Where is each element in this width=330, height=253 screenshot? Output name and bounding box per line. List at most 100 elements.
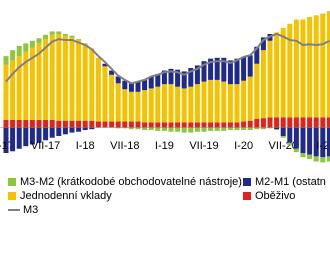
bar-segment — [181, 127, 187, 133]
bar-segment — [49, 119, 55, 128]
bar-segment — [300, 127, 306, 153]
bar-segment — [3, 64, 9, 120]
bar-segment — [135, 91, 141, 122]
bar-segment — [155, 127, 161, 131]
bar-segment — [300, 19, 306, 118]
bar-segment — [293, 117, 299, 128]
line-series — [5, 32, 330, 85]
bar-segment — [320, 117, 326, 128]
bar-segment — [287, 127, 293, 143]
x-tick-label: VII-18 — [110, 140, 139, 152]
bar-segment — [320, 127, 326, 158]
bar-segment — [3, 56, 9, 65]
bar-segment — [142, 122, 148, 128]
bar-segment — [69, 127, 75, 133]
bar-segment — [36, 119, 42, 128]
bar-segment — [43, 39, 49, 120]
legend-label: M2-M1 (ostatn — [255, 176, 326, 188]
bar-segment — [135, 81, 141, 92]
bar-segment — [62, 35, 68, 121]
bar-segment — [326, 127, 330, 157]
bar-segment — [221, 127, 227, 131]
bar-segment — [10, 127, 16, 152]
bar-segment — [260, 118, 266, 128]
bar-segment — [320, 157, 326, 163]
bar-segment — [82, 120, 88, 128]
bar-segment — [122, 127, 128, 129]
bar-segment — [280, 136, 286, 138]
x-tick-label: VII-17 — [31, 140, 60, 152]
bar-segment — [326, 156, 330, 162]
bar-segment — [188, 68, 194, 87]
bar-segment — [254, 119, 260, 128]
bar-segment — [287, 23, 293, 118]
bar-segment — [293, 148, 299, 153]
legend-swatch — [8, 178, 16, 186]
bar-segment — [109, 74, 115, 122]
legend-swatch — [243, 192, 251, 200]
bar-segment — [181, 71, 187, 89]
bar-segment — [49, 34, 55, 120]
bar-segment — [313, 156, 319, 162]
bar-segment — [16, 127, 22, 149]
bar-segment — [56, 127, 62, 136]
bar-segment — [227, 127, 233, 131]
bar-segment — [254, 127, 260, 130]
bar-segment — [102, 121, 108, 128]
bar-segment — [168, 122, 174, 128]
bar-segment — [148, 122, 154, 128]
bar-segment — [267, 40, 273, 118]
bar-segment — [208, 122, 214, 128]
bar-segment — [201, 127, 207, 132]
bar-segment — [307, 17, 313, 118]
bar-segment — [280, 28, 286, 118]
legend-label: M3 — [23, 204, 38, 216]
bar-segment — [95, 121, 101, 128]
bar-segment — [260, 127, 266, 130]
bar-segment — [214, 79, 220, 123]
bar-segment — [274, 117, 280, 128]
bar-segment — [128, 91, 134, 122]
bar-segment — [115, 121, 121, 128]
bar-segment — [76, 127, 82, 132]
bar-segment — [194, 84, 200, 123]
bar-segment — [221, 81, 227, 123]
bar-segment — [208, 79, 214, 123]
bar-segment — [175, 86, 181, 123]
bar-segment — [161, 70, 167, 85]
bar-segment — [89, 120, 95, 128]
bar-segment — [23, 119, 29, 128]
bar-segment — [188, 127, 194, 133]
bar-segment — [181, 122, 187, 128]
bar-segment — [95, 57, 101, 122]
bar-segment — [29, 127, 35, 145]
bar-segment — [62, 34, 68, 36]
bar-segment — [82, 127, 88, 131]
bar-segment — [16, 119, 22, 128]
bar-segment — [43, 34, 49, 40]
bar-segment — [69, 35, 75, 38]
bar-segment — [82, 44, 88, 121]
bar-segment — [300, 153, 306, 158]
bar-segment — [16, 45, 22, 57]
bar-segment — [188, 122, 194, 128]
bar-segment — [234, 127, 240, 131]
bar-segment — [254, 46, 260, 64]
bar-segment — [168, 68, 174, 85]
x-tick-label: VII-20 — [269, 140, 298, 152]
bar-segment — [115, 127, 121, 129]
bar-segment — [168, 84, 174, 123]
legend-label: M3-M2 (krátkodobé obchodovatelné nástroj… — [20, 176, 242, 188]
bar-segment — [142, 79, 148, 91]
bar-segment — [135, 127, 141, 130]
bar-segment — [128, 127, 134, 130]
bar-segment — [36, 38, 42, 44]
bar-segment — [280, 117, 286, 128]
bar-segment — [3, 127, 9, 153]
bar-segment — [23, 43, 29, 52]
bar-segment — [56, 31, 62, 34]
bar-segment — [128, 121, 134, 128]
legend-label: Oběživo — [255, 190, 295, 202]
bar-segment — [307, 154, 313, 159]
bar-segment — [49, 31, 55, 35]
